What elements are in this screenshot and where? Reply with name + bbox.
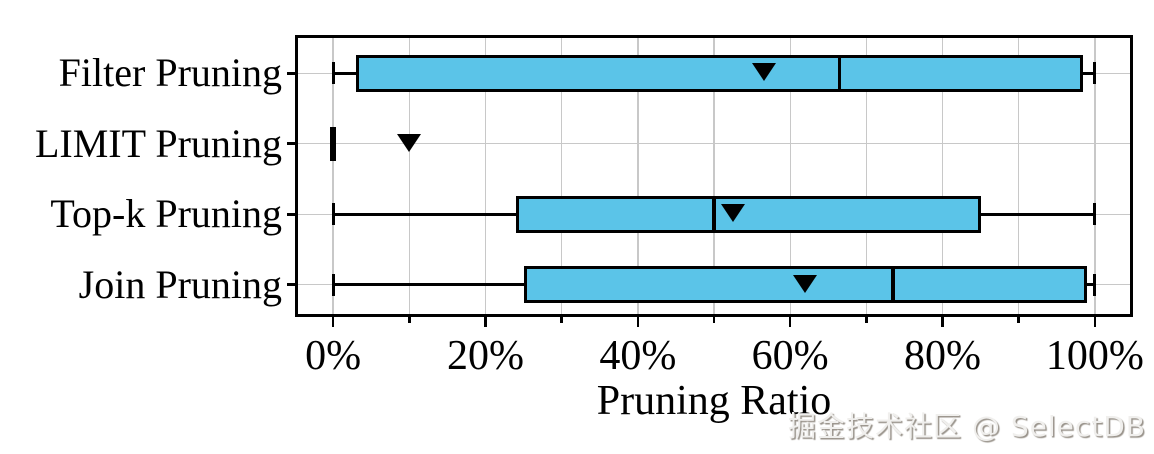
x-axis-title: Pruning Ratio: [596, 378, 832, 424]
x-major-tick: [941, 317, 944, 327]
whisker-cap-high-top-k-pruning: [1093, 203, 1097, 226]
x-tick-label: 0%: [305, 333, 362, 379]
mean-marker-join-pruning: [793, 274, 818, 293]
mean-marker-limit-pruning: [397, 133, 422, 152]
mean-marker-top-k-pruning: [721, 204, 746, 223]
whisker-cap-low-top-k-pruning: [331, 203, 335, 226]
box-top-k-pruning: [515, 195, 981, 233]
x-tick-label: 20%: [446, 333, 524, 379]
gridline-vertical: [713, 35, 715, 317]
whisker-line-high-filter-pruning: [1083, 71, 1095, 75]
x-tick-label: 60%: [751, 333, 829, 379]
gridline-vertical: [637, 35, 639, 317]
y-axis-label-top-k-pruning: Top-k Pruning: [50, 191, 282, 237]
gridline-horizontal: [295, 143, 1133, 145]
whisker-line-low-top-k-pruning: [333, 212, 516, 216]
x-major-tick: [484, 317, 487, 327]
gridline-vertical: [408, 35, 410, 317]
y-axis-label-join-pruning: Join Pruning: [78, 261, 282, 307]
gridline-vertical: [1094, 35, 1096, 317]
median-line-top-k-pruning: [712, 195, 716, 233]
y-tick: [287, 142, 295, 146]
x-major-tick: [1093, 317, 1097, 327]
y-tick: [287, 283, 295, 287]
x-minor-tick: [712, 317, 716, 323]
whisker-cap-high-filter-pruning: [1093, 62, 1097, 85]
median-line-join-pruning: [891, 266, 895, 304]
x-tick-label: 100%: [1045, 333, 1144, 379]
y-tick: [287, 71, 295, 75]
gridline-vertical: [1018, 35, 1020, 317]
gridline-vertical: [484, 35, 487, 317]
gridline-vertical: [941, 35, 944, 317]
x-tick-label: 40%: [599, 333, 677, 379]
watermark: 掘金技术社区 @ SelectDB: [788, 410, 1146, 443]
gridline-vertical: [789, 35, 791, 317]
gridline-vertical: [561, 35, 563, 317]
x-tick-label: 80%: [904, 333, 982, 379]
x-minor-tick: [1017, 317, 1020, 323]
y-axis-label-limit-pruning: LIMIT Pruning: [34, 120, 282, 166]
whisker-line-low-filter-pruning: [333, 71, 356, 75]
mean-marker-filter-pruning: [751, 63, 776, 82]
y-tick: [287, 212, 295, 216]
y-axis-label-filter-pruning: Filter Pruning: [58, 50, 282, 96]
x-minor-tick: [560, 317, 563, 323]
whisker-line-low-join-pruning: [333, 283, 524, 287]
plot-area: [295, 35, 1133, 317]
whisker-line-high-top-k-pruning: [980, 212, 1095, 216]
collapsed-box-limit-pruning: [330, 126, 337, 161]
x-major-tick: [636, 317, 640, 327]
gridline-vertical: [865, 35, 868, 317]
median-line-filter-pruning: [837, 54, 842, 92]
whisker-line-high-join-pruning: [1087, 283, 1095, 287]
whisker-cap-high-join-pruning: [1093, 273, 1097, 296]
x-major-tick: [331, 317, 335, 327]
x-major-tick: [788, 317, 792, 327]
box-filter-pruning: [355, 54, 1084, 92]
x-minor-tick: [865, 317, 868, 323]
gridline-vertical: [332, 35, 334, 317]
whisker-cap-low-filter-pruning: [331, 62, 335, 85]
x-minor-tick: [408, 317, 411, 323]
whisker-cap-low-join-pruning: [331, 273, 335, 296]
